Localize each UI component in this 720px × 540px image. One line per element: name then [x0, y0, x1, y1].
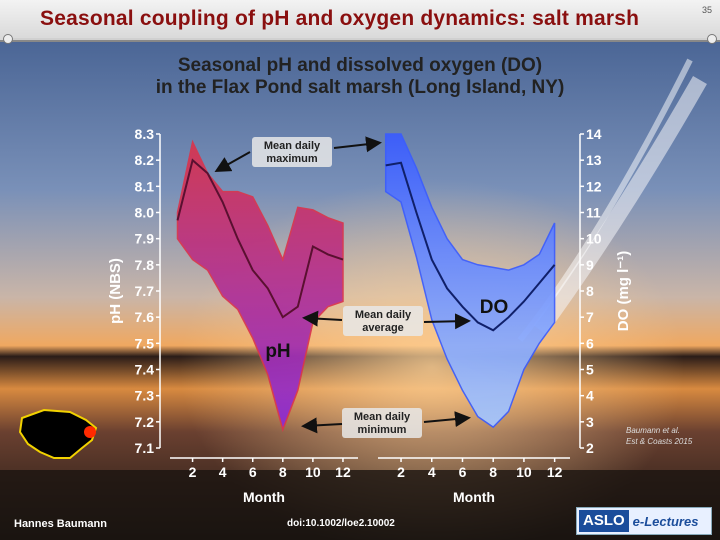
aslo-logo-left: ASLO	[579, 510, 629, 532]
ph-x-axis-label: Month	[243, 489, 285, 505]
annotation-avg-text: average	[362, 322, 404, 334]
ph-y-tick-label: 7.1	[135, 440, 155, 456]
flax-pond-location-marker	[84, 426, 96, 438]
ph-y-tick-label: 7.9	[135, 231, 155, 247]
do-x-tick-label: 2	[397, 464, 405, 480]
chart-title-line2: in the Flax Pond salt marsh (Long Island…	[155, 77, 565, 98]
do-x-tick-label: 8	[489, 464, 497, 480]
credit-line1: Baumann et al.	[626, 426, 680, 435]
arrow-avg-ph	[302, 310, 343, 327]
do-x-axis-label: Month	[453, 489, 495, 505]
ph-y-tick-label: 7.4	[135, 362, 155, 378]
do-y-tick-label: 3	[586, 414, 594, 430]
ph-y-tick-label: 7.3	[135, 388, 155, 404]
do-y-tick-label: 14	[586, 126, 602, 142]
aslo-logo-right: e-Lectures	[632, 513, 699, 529]
annotation-avg-box	[343, 306, 423, 336]
ph-y-tick-label: 8.2	[135, 152, 155, 168]
do-y-tick-label: 9	[586, 257, 594, 273]
aslo-logo: ASLO e-Lectures	[576, 507, 712, 535]
ph-y-tick-label: 8.3	[135, 126, 155, 142]
title-rule	[6, 38, 714, 40]
chart-title-line1: Seasonal pH and dissolved oxygen (DO)	[177, 55, 543, 76]
slide-number: 35	[701, 5, 712, 15]
ph-x-tick-label: 8	[279, 464, 287, 480]
ph-y-tick-label: 7.2	[135, 414, 155, 430]
do-y-tick-label: 10	[586, 231, 602, 247]
annotation-max-box	[252, 137, 332, 167]
do-range-band	[384, 133, 556, 429]
ph-x-tick-label: 10	[305, 464, 321, 480]
ph-y-axis-title: pH (NBS)	[107, 258, 124, 324]
do-y-tick-label: 7	[586, 309, 594, 325]
annotation-min-text: minimum	[358, 424, 407, 436]
arrow-max-ph	[214, 151, 251, 172]
title-bar: Seasonal coupling of pH and oxygen dynam…	[0, 0, 720, 42]
credit-line2: Est & Coasts 2015	[626, 437, 693, 446]
do-y-tick-label: 11	[586, 205, 601, 221]
do-x-tick-label: 12	[547, 464, 563, 480]
do-y-axis-title: DO (mg l⁻¹)	[615, 251, 632, 331]
do-y-tick-label: 6	[586, 335, 594, 351]
ph-y-tick-label: 7.8	[135, 257, 155, 273]
doi-text: doi:10.1002/loe2.10002	[287, 518, 395, 529]
annotation-max-text: maximum	[266, 153, 318, 165]
ph-series-label: pH	[265, 341, 290, 362]
annotation-max-text: Mean daily	[264, 140, 321, 152]
rule-dot-right	[707, 34, 717, 44]
do-series-label: DO	[480, 297, 509, 318]
arrow-min-ph	[301, 417, 343, 434]
rule-dot-left	[3, 34, 13, 44]
ph-y-tick-label: 8.1	[135, 178, 155, 194]
arrow-avg-do	[423, 313, 471, 330]
ph-y-tick-label: 8.0	[135, 205, 155, 221]
us-map-shape	[18, 408, 98, 459]
do-x-tick-label: 6	[459, 464, 467, 480]
ph-range-band	[176, 139, 344, 433]
annotation-avg-text: Mean daily	[355, 309, 412, 321]
author-name: Hannes Baumann	[14, 518, 107, 530]
arrow-min-do	[423, 411, 471, 428]
ph-x-tick-label: 6	[249, 464, 257, 480]
citation-credit: Baumann et al. Est & Coasts 2015	[626, 425, 692, 447]
ph-y-tick-label: 7.6	[135, 309, 155, 325]
annotation-min-box	[342, 408, 422, 438]
do-y-tick-label: 4	[586, 388, 594, 404]
arrow-max-do	[333, 136, 382, 153]
ph-x-tick-label: 2	[189, 464, 197, 480]
do-x-tick-label: 10	[516, 464, 532, 480]
do-y-tick-label: 12	[586, 178, 602, 194]
do-x-tick-label: 4	[428, 464, 436, 480]
ph-x-tick-label: 4	[219, 464, 227, 480]
slide-title: Seasonal coupling of pH and oxygen dynam…	[40, 7, 640, 30]
ph-average-line	[176, 158, 344, 319]
do-y-tick-label: 5	[586, 362, 594, 378]
us-map-inset	[18, 408, 98, 459]
ph-y-tick-label: 7.5	[135, 335, 155, 351]
do-y-tick-label: 13	[586, 152, 602, 168]
do-y-tick-label: 8	[586, 283, 594, 299]
ph-x-tick-label: 12	[335, 464, 351, 480]
do-y-tick-label: 2	[586, 440, 594, 456]
ph-y-tick-label: 7.7	[135, 283, 155, 299]
annotation-min-text: Mean daily	[354, 411, 411, 423]
